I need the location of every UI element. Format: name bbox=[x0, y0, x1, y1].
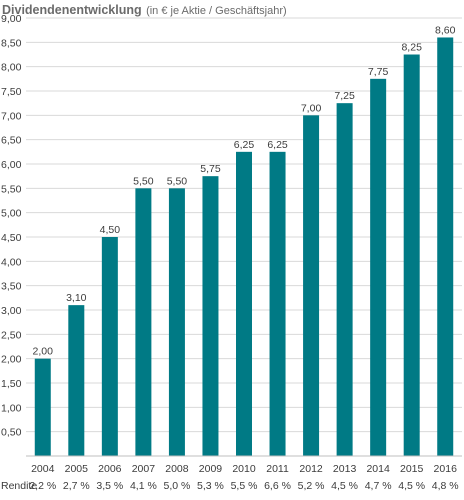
x-tick-label: 2008 bbox=[165, 463, 189, 475]
y-tick-label: 4,00 bbox=[1, 256, 22, 268]
bar bbox=[336, 103, 353, 457]
rendite-value: 2,2 % bbox=[29, 480, 56, 492]
x-tick-label: 2016 bbox=[434, 463, 458, 475]
y-tick-label: 1,00 bbox=[1, 402, 22, 414]
rendite-row: 2,2 % 2,7 % 3,5 % 4,1 % 5,0 % 5,3 % 5,5 % 6,6 %… bbox=[1, 480, 459, 492]
value-label: 7,00 bbox=[301, 102, 322, 114]
y-tick-label: 0,50 bbox=[1, 427, 22, 439]
y-tick-label: 6,50 bbox=[1, 135, 22, 147]
y-tick-label: 3,00 bbox=[1, 305, 22, 317]
rendite-value: 4,7 % bbox=[365, 480, 392, 492]
y-axis-tick-labels: 0,50 1,00 1,50 2,00 2,50 3,00 3,50 4,00 4,50 5,00… bbox=[1, 13, 22, 439]
x-tick-label: 2006 bbox=[98, 463, 122, 475]
y-tick-label: 7,50 bbox=[1, 86, 22, 98]
x-tick-label: 2005 bbox=[65, 463, 89, 475]
bar bbox=[135, 188, 152, 457]
y-tick-label: 5,50 bbox=[1, 183, 22, 195]
y-tick-label: 2,50 bbox=[1, 329, 22, 341]
value-label: 4,50 bbox=[100, 224, 121, 236]
y-tick-label: 3,50 bbox=[1, 281, 22, 293]
value-label: 5,75 bbox=[200, 163, 221, 175]
y-tick-label: 7,00 bbox=[1, 110, 22, 122]
x-tick-label: 2004 bbox=[31, 463, 55, 475]
x-tick-label: 2014 bbox=[366, 463, 390, 475]
x-tick-label: 2009 bbox=[199, 463, 223, 475]
rendite-value: 5,3 % bbox=[197, 480, 224, 492]
rendite-value: 5,0 % bbox=[163, 480, 190, 492]
rendite-value: 4,5 % bbox=[331, 480, 358, 492]
y-tick-label: 4,50 bbox=[1, 232, 22, 244]
value-label: 6,25 bbox=[234, 139, 255, 151]
value-label: 5,50 bbox=[133, 175, 154, 187]
bar bbox=[370, 78, 387, 456]
rendite-value: 5,5 % bbox=[231, 480, 258, 492]
value-label: 5,50 bbox=[167, 175, 188, 187]
bar bbox=[437, 37, 454, 456]
y-tick-label: 1,50 bbox=[1, 378, 22, 390]
bar bbox=[403, 54, 420, 456]
x-tick-label: 2010 bbox=[232, 463, 256, 475]
chart-title: Dividendenentwicklung (in € je Aktie / G… bbox=[2, 1, 287, 19]
rendite-value: 4,1 % bbox=[130, 480, 157, 492]
rendite-value: 2,7 % bbox=[63, 480, 90, 492]
x-tick-label: 2011 bbox=[266, 463, 289, 475]
value-label: 6,25 bbox=[267, 139, 288, 151]
y-tick-label: 8,00 bbox=[1, 62, 22, 74]
chart-title-main: Dividendenentwicklung bbox=[2, 3, 142, 17]
x-axis-tick-labels: 2004 2005 2006 2007 2008 2009 2010 2011 2012 2013… bbox=[31, 463, 457, 475]
value-label: 2,00 bbox=[33, 346, 54, 358]
value-label: 8,60 bbox=[435, 24, 456, 36]
y-tick-label: 8,50 bbox=[1, 37, 22, 49]
value-label: 7,75 bbox=[368, 66, 389, 78]
rendite-value: 4,5 % bbox=[398, 480, 425, 492]
chart-subtitle: (in € je Aktie / Geschäftsjahr) bbox=[146, 5, 287, 17]
rendite-value: 6,6 % bbox=[264, 480, 291, 492]
rendite-label: Rendite bbox=[1, 480, 37, 492]
bar bbox=[101, 237, 118, 456]
bars bbox=[34, 37, 454, 457]
y-tick-label: 9,00 bbox=[1, 13, 22, 25]
bar bbox=[168, 188, 185, 457]
y-tick-label: 5,00 bbox=[1, 208, 22, 220]
bar bbox=[34, 358, 51, 456]
y-tick-label: 6,00 bbox=[1, 159, 22, 171]
rendite-value: 3,5 % bbox=[96, 480, 123, 492]
y-tick-label: 2,00 bbox=[1, 354, 22, 366]
x-tick-label: 2015 bbox=[400, 463, 424, 475]
x-tick-label: 2012 bbox=[299, 463, 323, 475]
bar bbox=[68, 305, 85, 456]
value-label: 3,10 bbox=[66, 292, 87, 304]
bar bbox=[269, 151, 286, 457]
rendite-value: 5,2 % bbox=[298, 480, 325, 492]
bar bbox=[236, 151, 252, 457]
value-labels: 2,00 3,10 4,50 5,50 5,50 5,75 6,25 6,25 7,00 7,25… bbox=[33, 24, 456, 357]
x-tick-label: 2013 bbox=[333, 463, 357, 475]
rendite-value: 4,8 % bbox=[432, 480, 459, 492]
value-label: 7,25 bbox=[334, 90, 355, 102]
x-tick-label: 2007 bbox=[132, 463, 156, 475]
bar bbox=[303, 115, 320, 456]
bar bbox=[202, 176, 219, 456]
value-label: 8,25 bbox=[401, 42, 422, 54]
